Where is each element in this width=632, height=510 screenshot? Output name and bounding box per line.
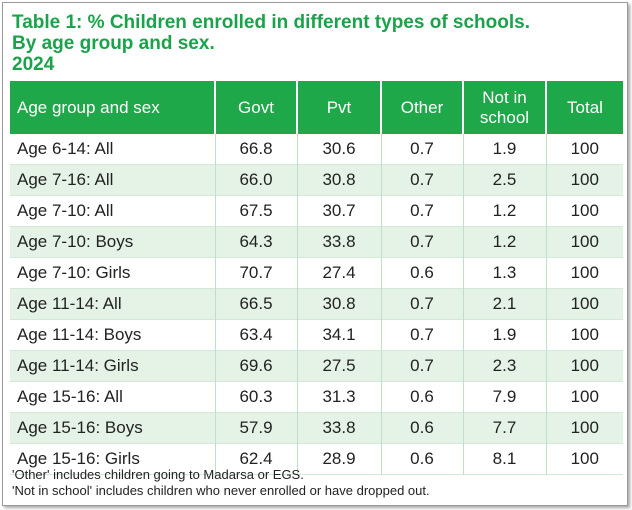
cell-age-group: Age 11-14: All [10,288,216,320]
title-line-3: 2024 [12,54,55,75]
table-header-row: Age group and sex Govt Pvt Other Not in … [10,81,623,134]
cell-pvt: 27.5 [297,350,382,382]
cell-govt: 60.3 [215,381,298,413]
table-row: Age 15-16: Girls 62.4 28.9 0.6 8.1 100 [10,443,623,475]
header-not-in-school-line-2: school [479,107,530,127]
header-total: Total [546,81,623,134]
header-not-in-school: Not in school [463,81,547,134]
table-row: Age 7-10: Girls 70.7 27.4 0.6 1.3 100 [10,257,623,289]
cell-not-in-school: 1.2 [463,226,547,258]
cell-govt: 66.8 [215,134,298,165]
cell-total: 100 [546,443,623,475]
header-govt: Govt [215,81,298,134]
cell-govt: 70.7 [215,257,298,289]
cell-other: 0.7 [381,350,464,382]
cell-age-group: Age 6-14: All [10,134,216,165]
cell-not-in-school: 1.9 [463,319,547,351]
cell-total: 100 [546,195,623,227]
cell-govt: 57.9 [215,412,298,444]
cell-not-in-school: 7.9 [463,381,547,413]
cell-pvt: 30.8 [297,288,382,320]
cell-pvt: 34.1 [297,319,382,351]
cell-total: 100 [546,350,623,382]
cell-pvt: 31.3 [297,381,382,413]
cell-pvt: 33.8 [297,226,382,258]
cell-not-in-school: 2.5 [463,164,547,196]
cell-govt: 66.5 [215,288,298,320]
note-not-in-school: 'Not in school' includes children who ne… [12,483,430,498]
cell-pvt: 27.4 [297,257,382,289]
cell-other: 0.7 [381,164,464,196]
cell-not-in-school: 7.7 [463,412,547,444]
cell-govt: 63.4 [215,319,298,351]
cell-govt: 69.6 [215,350,298,382]
cell-pvt: 30.7 [297,195,382,227]
header-other: Other [381,81,464,134]
cell-age-group: Age 11-14: Boys [10,319,216,351]
header-age-group: Age group and sex [10,81,216,134]
cell-total: 100 [546,412,623,444]
cell-age-group: Age 7-10: Boys [10,226,216,258]
title-line-1: Table 1: % Children enrolled in differen… [12,12,531,33]
cell-total: 100 [546,381,623,413]
cell-govt: 62.4 [215,443,298,475]
enrollment-table: Age group and sex Govt Pvt Other Not in … [10,81,623,475]
table-row: Age 11-14: All 66.5 30.8 0.7 2.1 100 [10,288,623,320]
cell-age-group: Age 7-10: Girls [10,257,216,289]
cell-other: 0.6 [381,381,464,413]
table-row: Age 15-16: All 60.3 31.3 0.6 7.9 100 [10,381,623,413]
table-row: Age 15-16: Boys 57.9 33.8 0.6 7.7 100 [10,412,623,444]
cell-govt: 64.3 [215,226,298,258]
cell-other: 0.6 [381,257,464,289]
cell-not-in-school: 1.2 [463,195,547,227]
cell-age-group: Age 15-16: Boys [10,412,216,444]
table-row: Age 7-16: All 66.0 30.8 0.7 2.5 100 [10,164,623,196]
cell-other: 0.7 [381,226,464,258]
cell-other: 0.6 [381,412,464,444]
header-pvt: Pvt [297,81,382,134]
cell-total: 100 [546,164,623,196]
cell-other: 0.7 [381,288,464,320]
table-row: Age 11-14: Girls 69.6 27.5 0.7 2.3 100 [10,350,623,382]
title-line-2: By age group and sex. [12,33,215,54]
cell-total: 100 [546,319,623,351]
cell-age-group: Age 7-16: All [10,164,216,196]
cell-not-in-school: 2.1 [463,288,547,320]
cell-other: 0.7 [381,319,464,351]
cell-other: 0.7 [381,134,464,165]
table-row: Age 6-14: All 66.8 30.6 0.7 1.9 100 [10,134,623,165]
header-not-in-school-line-1: Not in [482,87,527,107]
cell-other: 0.7 [381,195,464,227]
table-notes: 'Other' includes children going to Madar… [12,467,430,499]
cell-total: 100 [546,288,623,320]
cell-age-group: Age 15-16: Girls [10,443,216,475]
table-title: Table 1: % Children enrolled in differen… [12,12,530,75]
table-row: Age 7-10: Boys 64.3 33.8 0.7 1.2 100 [10,226,623,258]
cell-total: 100 [546,226,623,258]
cell-pvt: 30.8 [297,164,382,196]
cell-not-in-school: 1.3 [463,257,547,289]
cell-age-group: Age 11-14: Girls [10,350,216,382]
cell-not-in-school: 2.3 [463,350,547,382]
cell-total: 100 [546,134,623,165]
note-other: 'Other' includes children going to Madar… [12,467,304,482]
cell-other: 0.6 [381,443,464,475]
cell-not-in-school: 1.9 [463,134,547,165]
cell-pvt: 30.6 [297,134,382,165]
cell-age-group: Age 7-10: All [10,195,216,227]
table-row: Age 7-10: All 67.5 30.7 0.7 1.2 100 [10,195,623,227]
cell-total: 100 [546,257,623,289]
cell-not-in-school: 8.1 [463,443,547,475]
cell-govt: 67.5 [215,195,298,227]
cell-govt: 66.0 [215,164,298,196]
cell-pvt: 28.9 [297,443,382,475]
table-row: Age 11-14: Boys 63.4 34.1 0.7 1.9 100 [10,319,623,351]
cell-age-group: Age 15-16: All [10,381,216,413]
cell-pvt: 33.8 [297,412,382,444]
